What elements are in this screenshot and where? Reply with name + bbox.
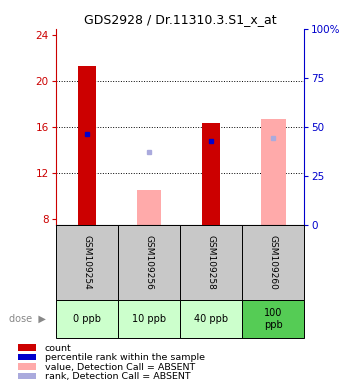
Bar	[18, 363, 36, 370]
Text: dose  ▶: dose ▶	[9, 314, 46, 324]
Bar	[56, 300, 118, 338]
Text: value, Detection Call = ABSENT: value, Detection Call = ABSENT	[45, 362, 195, 372]
Text: GSM109258: GSM109258	[207, 235, 216, 290]
Bar	[18, 373, 36, 379]
Bar	[56, 225, 118, 300]
Bar	[180, 225, 242, 300]
Text: count: count	[45, 344, 72, 353]
Bar	[118, 225, 180, 300]
Text: GSM109254: GSM109254	[82, 235, 91, 290]
Bar	[261, 119, 285, 225]
Text: 0 ppb: 0 ppb	[73, 314, 101, 324]
Bar	[78, 66, 95, 225]
Text: GDS2928 / Dr.11310.3.S1_x_at: GDS2928 / Dr.11310.3.S1_x_at	[84, 13, 276, 26]
Bar	[18, 344, 36, 351]
Text: 10 ppb: 10 ppb	[132, 314, 166, 324]
Text: 100
ppb: 100 ppb	[264, 308, 283, 329]
Text: GSM109256: GSM109256	[144, 235, 153, 290]
Bar	[180, 300, 242, 338]
Bar	[118, 300, 180, 338]
Text: percentile rank within the sample: percentile rank within the sample	[45, 353, 205, 362]
Text: rank, Detection Call = ABSENT: rank, Detection Call = ABSENT	[45, 372, 190, 381]
Bar	[18, 354, 36, 361]
Bar	[242, 225, 304, 300]
Bar	[136, 190, 161, 225]
Text: 40 ppb: 40 ppb	[194, 314, 228, 324]
Bar	[242, 300, 304, 338]
Bar	[202, 123, 220, 225]
Text: GSM109260: GSM109260	[269, 235, 278, 290]
